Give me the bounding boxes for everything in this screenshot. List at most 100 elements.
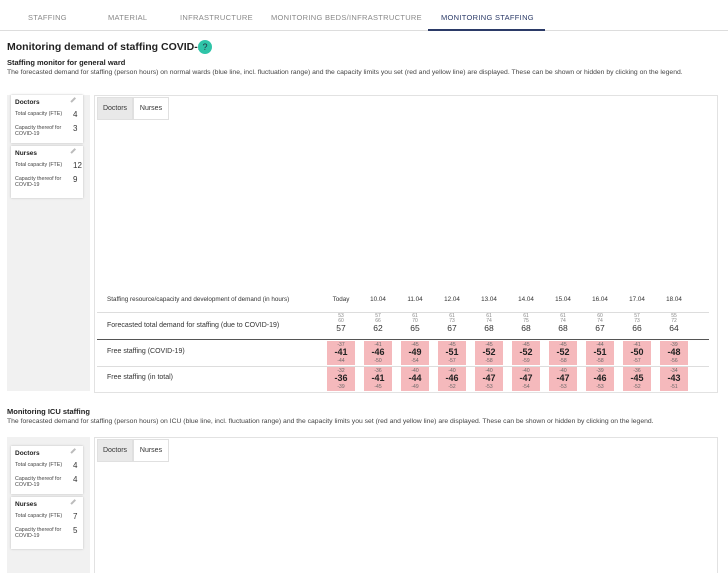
cell-value: -46 (371, 347, 385, 357)
range-lower: 61 (449, 313, 455, 319)
toggle-button[interactable]: Doctors (97, 97, 133, 120)
capacity-label: Total capacity (FTE) (15, 111, 63, 117)
cell-value: -41 (371, 373, 385, 383)
cell-low: -58 (485, 358, 493, 364)
toggle-button[interactable]: Nurses (133, 97, 169, 120)
card-title: Nurses (15, 501, 38, 508)
table-column-header: Today (332, 296, 350, 303)
cell-high: -40 (448, 368, 456, 374)
free-staffing-cell: -41 -50 -57 (623, 341, 651, 365)
cell-low: -59 (522, 358, 530, 364)
capacity-value: 4 (73, 461, 78, 470)
cell-low: -53 (485, 384, 493, 390)
table-row-label: Forecasted total demand for staffing (du… (107, 322, 280, 329)
table-column-header: 10.04 (370, 296, 386, 303)
chart-panel (94, 437, 718, 573)
capacity-label: Capacity thereof for COVID-19 (15, 527, 62, 539)
cell-high: -34 (670, 368, 678, 374)
free-staffing-cell: -45 -52 -59 (512, 341, 540, 365)
forecast-value: 62 (373, 323, 383, 333)
section-title: Staffing monitor for general ward (7, 58, 126, 67)
capacity-value: 7 (73, 512, 78, 521)
cell-low: -44 (337, 358, 345, 364)
capacity-value: 3 (73, 124, 78, 133)
capacity-card[interactable]: Nurses Total capacity (FTE) 7 Capacity ther… (11, 497, 83, 549)
range-upper: 66 (375, 318, 381, 324)
capacity-label: Total capacity (FTE) (15, 462, 63, 468)
capacity-card[interactable]: Doctors Total capacity (FTE) 4 Capacity the… (11, 446, 83, 494)
table-column-header: 12.04 (444, 296, 460, 303)
tab[interactable]: STAFFING (28, 13, 67, 22)
cell-low: -54 (522, 384, 530, 390)
help-icon[interactable]: ? (198, 40, 212, 54)
cell-value: -51 (593, 347, 607, 357)
capacity-card[interactable]: Doctors Total capacity (FTE) 4 Capacity the… (11, 95, 83, 143)
capacity-value: 5 (73, 526, 78, 535)
free-staffing-cell: -37 -41 -44 (327, 341, 355, 365)
free-staffing-cell: -45 -52 -58 (475, 341, 503, 365)
forecast-value: 68 (558, 323, 568, 333)
cell-high: -40 (485, 368, 493, 374)
cards-panel (7, 95, 90, 391)
cell-high: -37 (337, 342, 345, 348)
table-row-border (97, 339, 709, 340)
cell-value: -49 (408, 347, 422, 357)
free-staffing-cell: -45 -49 -54 (401, 341, 429, 365)
cell-high: -45 (448, 342, 456, 348)
cell-value: -41 (334, 347, 348, 357)
capacity-value: 4 (73, 475, 78, 484)
range-upper: 74 (486, 318, 492, 324)
range-lower: 61 (412, 313, 418, 319)
range-lower: 55 (671, 313, 677, 319)
cell-value: -52 (519, 347, 533, 357)
forecast-value: 67 (447, 323, 457, 333)
cell-high: -45 (559, 342, 567, 348)
page-title: Monitoring demand of staffing COVID-19 (7, 41, 210, 53)
table-row-border (97, 366, 709, 367)
cell-value: -52 (482, 347, 496, 357)
edit-icon[interactable] (70, 148, 76, 154)
toggle-button[interactable]: Nurses (133, 439, 169, 462)
table-column-header: 13.04 (481, 296, 497, 303)
edit-icon[interactable] (70, 499, 76, 505)
free-staffing-cell: -40 -46 -52 (438, 367, 466, 391)
table-row-label: Free staffing (COVID-19) (107, 348, 185, 355)
edit-icon[interactable] (70, 97, 76, 103)
free-staffing-cell: -45 -52 -58 (549, 341, 577, 365)
card-title: Doctors (15, 450, 40, 457)
cell-value: -51 (445, 347, 459, 357)
edit-icon[interactable] (70, 448, 76, 454)
section-description: The forecasted demand for staffing (pers… (7, 69, 683, 76)
forecast-value: 57 (336, 323, 346, 333)
tab[interactable]: MONITORING STAFFING (441, 13, 534, 22)
cell-low: -39 (337, 384, 345, 390)
tab[interactable]: MATERIAL (108, 13, 148, 22)
free-staffing-cell: -45 -51 -57 (438, 341, 466, 365)
range-upper: 60 (338, 318, 344, 324)
capacity-value: 4 (73, 110, 78, 119)
cell-high: -40 (559, 368, 567, 374)
tab[interactable]: INFRASTRUCTURE (180, 13, 253, 22)
cell-low: -58 (559, 358, 567, 364)
cell-high: -36 (633, 368, 641, 374)
capacity-value: 12 (73, 161, 82, 170)
free-staffing-cell: -39 -48 -56 (660, 341, 688, 365)
tab[interactable]: MONITORING BEDS/INFRASTRUCTURE (271, 13, 422, 22)
range-lower: 60 (597, 313, 603, 319)
range-upper: 70 (412, 318, 418, 324)
section-description: The forecasted demand for staffing (pers… (7, 418, 654, 425)
capacity-card[interactable]: Nurses Total capacity (FTE) 12 Capacity the… (11, 146, 83, 198)
forecast-value: 68 (484, 323, 494, 333)
capacity-label: Total capacity (FTE) (15, 513, 63, 519)
range-upper: 74 (560, 318, 566, 324)
cell-low: -56 (670, 358, 678, 364)
cell-low: -54 (411, 358, 419, 364)
cell-value: -50 (630, 347, 644, 357)
active-tab-underline (428, 29, 545, 31)
cell-low: -45 (374, 384, 382, 390)
cell-value: -36 (334, 373, 348, 383)
table-column-header: 17.04 (629, 296, 645, 303)
free-staffing-cell: -36 -41 -45 (364, 367, 392, 391)
toggle-button[interactable]: Doctors (97, 439, 133, 462)
capacity-label: Capacity thereof for COVID-19 (15, 125, 62, 137)
